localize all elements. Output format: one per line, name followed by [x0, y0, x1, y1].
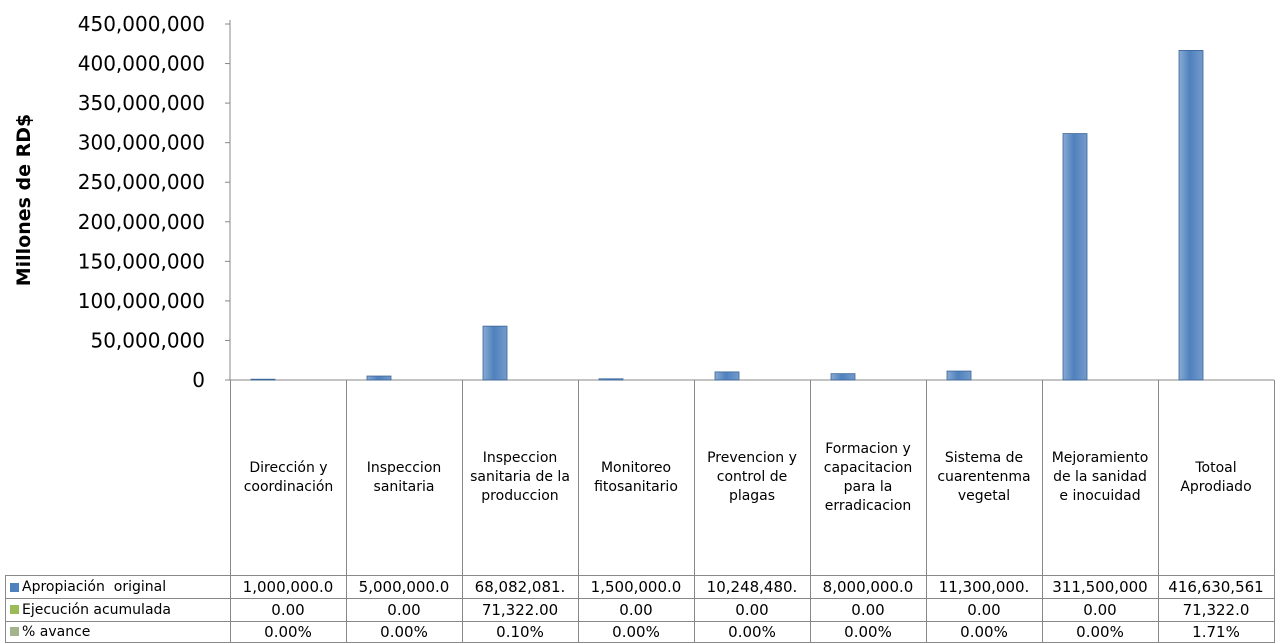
data-table-value: 1.71%	[1158, 621, 1275, 643]
data-table-value: 311,500,000	[1042, 575, 1159, 599]
data-table-value: 0.00	[578, 598, 695, 622]
data-table-value: 1,000,000.0	[230, 575, 347, 599]
legend-swatch	[10, 582, 19, 592]
data-table-value: 0.00	[230, 598, 347, 622]
data-table-value: 0.00	[926, 598, 1043, 622]
y-tick-label: 350,000,000	[78, 91, 205, 115]
data-table-value: 0.00	[694, 598, 811, 622]
legend-entry: Apropiación original	[5, 575, 231, 599]
bar	[1062, 133, 1088, 381]
y-tick-label: 150,000,000	[78, 249, 205, 273]
category-label: Formacion y capacitacion para la erradic…	[810, 380, 927, 576]
legend-swatch	[10, 627, 19, 636]
bar	[250, 378, 276, 381]
data-table-value: 5,000,000.0	[346, 575, 463, 599]
data-table-value: 0.10%	[462, 621, 579, 643]
data-table-value: 0.00	[346, 598, 463, 622]
category-label: Inspeccion sanitaria	[346, 380, 463, 576]
bar	[482, 325, 508, 381]
data-table-value: 1,500,000.0	[578, 575, 695, 599]
data-table-value: 68,082,081.	[462, 575, 579, 599]
y-axis-label: Millones de RD$	[13, 114, 35, 287]
y-tick-label: 450,000,000	[78, 12, 205, 36]
data-table-value: 0.00%	[346, 621, 463, 643]
bar	[714, 371, 740, 381]
legend-entry: % avance	[5, 621, 231, 643]
bar	[366, 375, 392, 381]
legend-label: % avance	[22, 623, 91, 640]
y-tick-label: 0	[192, 368, 205, 392]
bar	[598, 378, 624, 381]
legend-label: Ejecución acumulada	[22, 601, 171, 618]
data-table-value: 71,322.00	[462, 598, 579, 622]
category-label: Totoal Aprodiado	[1158, 380, 1275, 576]
data-table-value: 10,248,480.	[694, 575, 811, 599]
legend-label: Apropiación original	[22, 579, 167, 595]
data-table-value: 11,300,000.	[926, 575, 1043, 599]
y-tick-label: 200,000,000	[78, 210, 205, 234]
data-table-value: 0.00	[1042, 598, 1159, 622]
data-table-value: 0.00%	[578, 621, 695, 643]
category-label: Prevencion y control de plagas	[694, 380, 811, 576]
data-table-value: 71,322.0	[1158, 598, 1275, 622]
bar	[1178, 49, 1204, 381]
y-tick-label: 50,000,000	[90, 328, 205, 352]
category-label: Sistema de cuarentenma vegetal	[926, 380, 1043, 576]
data-table-value: 0.00%	[694, 621, 811, 643]
data-table-value: 0.00%	[810, 621, 927, 643]
category-label: Dirección y coordinación	[230, 380, 347, 576]
y-tick-label: 400,000,000	[78, 52, 205, 76]
y-tick-label: 300,000,000	[78, 131, 205, 155]
data-table-value: 0.00%	[926, 621, 1043, 643]
category-label: Inspeccion sanitaria de la produccion	[462, 380, 579, 576]
data-table-value: 0.00%	[230, 621, 347, 643]
category-label: Mejoramiento de la sanidad e inocuidad	[1042, 380, 1159, 576]
bar	[946, 370, 972, 381]
data-table-value: 416,630,561	[1158, 575, 1275, 599]
y-tick-label: 250,000,000	[78, 170, 205, 194]
legend-swatch	[10, 605, 19, 614]
data-table-value: 0.00	[810, 598, 927, 622]
data-table-value: 0.00%	[1042, 621, 1159, 643]
legend-entry: Ejecución acumulada	[5, 598, 231, 622]
bar	[830, 373, 856, 381]
y-tick-label: 100,000,000	[78, 289, 205, 313]
data-table-value: 8,000,000.0	[810, 575, 927, 599]
category-label: Monitoreo fitosanitario	[578, 380, 695, 576]
